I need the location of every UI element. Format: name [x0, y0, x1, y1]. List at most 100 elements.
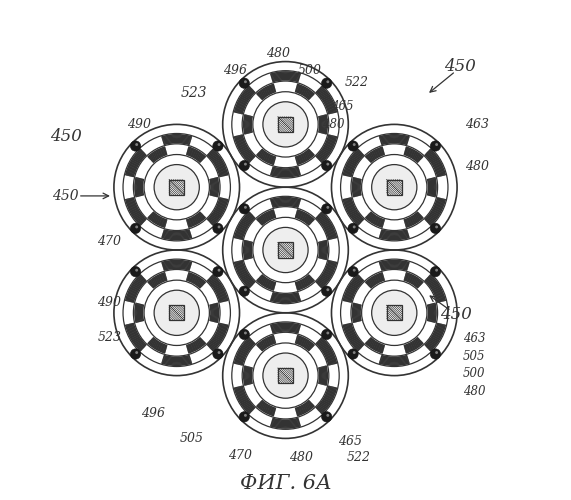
Text: 523: 523 — [180, 86, 207, 100]
Bar — [278, 368, 293, 383]
Bar — [387, 306, 402, 320]
Text: 496: 496 — [141, 408, 165, 420]
Circle shape — [218, 351, 220, 354]
Text: 480: 480 — [463, 385, 485, 398]
Text: ФИГ. 6А: ФИГ. 6А — [240, 474, 331, 494]
Circle shape — [244, 80, 247, 83]
Circle shape — [327, 80, 329, 83]
Circle shape — [435, 351, 438, 354]
Circle shape — [431, 349, 441, 359]
Text: 480: 480 — [465, 160, 489, 173]
Circle shape — [263, 353, 308, 398]
Circle shape — [327, 332, 329, 334]
Circle shape — [154, 290, 199, 336]
Text: 465: 465 — [338, 436, 362, 448]
Text: 505: 505 — [179, 432, 203, 445]
Text: 490: 490 — [127, 118, 151, 131]
Circle shape — [213, 266, 223, 277]
Circle shape — [353, 268, 356, 272]
Bar — [278, 117, 293, 132]
Text: 470: 470 — [97, 235, 121, 248]
Circle shape — [113, 124, 240, 251]
Circle shape — [244, 414, 247, 417]
Circle shape — [321, 412, 332, 422]
Circle shape — [135, 226, 138, 228]
Circle shape — [213, 223, 223, 234]
Circle shape — [222, 186, 349, 314]
Text: 500: 500 — [463, 368, 485, 380]
Circle shape — [372, 290, 417, 336]
Bar — [387, 180, 402, 194]
Text: 450: 450 — [440, 306, 472, 323]
Circle shape — [218, 143, 220, 146]
Text: 505: 505 — [463, 350, 485, 363]
Circle shape — [239, 412, 250, 422]
Circle shape — [113, 249, 240, 376]
Circle shape — [130, 349, 140, 359]
Bar — [278, 242, 293, 258]
Circle shape — [130, 266, 140, 277]
Text: 465: 465 — [331, 100, 353, 114]
Bar — [169, 306, 184, 320]
Circle shape — [348, 223, 358, 234]
Bar — [278, 368, 293, 383]
Circle shape — [431, 141, 441, 151]
Circle shape — [353, 226, 356, 228]
Circle shape — [222, 312, 349, 440]
Circle shape — [321, 160, 332, 170]
Circle shape — [321, 286, 332, 296]
Text: 463: 463 — [465, 118, 489, 131]
Bar — [387, 306, 402, 320]
Bar — [169, 306, 184, 320]
Text: 480: 480 — [267, 47, 291, 60]
Circle shape — [435, 143, 438, 146]
Circle shape — [239, 160, 250, 170]
Text: 500: 500 — [298, 64, 322, 77]
Text: 496: 496 — [223, 64, 247, 77]
Text: 450: 450 — [53, 189, 79, 203]
Text: 480: 480 — [322, 118, 345, 131]
Circle shape — [331, 249, 458, 376]
Text: 522: 522 — [345, 76, 369, 89]
Circle shape — [372, 164, 417, 210]
Circle shape — [218, 226, 220, 228]
Text: 470: 470 — [228, 450, 252, 462]
Circle shape — [244, 288, 247, 291]
Circle shape — [239, 330, 250, 340]
Circle shape — [331, 124, 458, 251]
Bar — [169, 180, 184, 194]
Text: 450: 450 — [444, 58, 476, 76]
Bar — [278, 117, 293, 132]
Circle shape — [353, 351, 356, 354]
Text: 522: 522 — [347, 451, 371, 464]
Circle shape — [348, 141, 358, 151]
Circle shape — [353, 143, 356, 146]
Circle shape — [222, 60, 349, 188]
Circle shape — [435, 268, 438, 272]
Circle shape — [431, 223, 441, 234]
Circle shape — [327, 206, 329, 209]
Circle shape — [130, 141, 140, 151]
Circle shape — [327, 162, 329, 166]
Circle shape — [348, 349, 358, 359]
Text: 463: 463 — [463, 332, 485, 345]
Bar — [169, 180, 184, 194]
Circle shape — [239, 286, 250, 296]
Text: 490: 490 — [97, 296, 121, 309]
Circle shape — [321, 78, 332, 88]
Circle shape — [348, 266, 358, 277]
Circle shape — [431, 266, 441, 277]
Circle shape — [213, 349, 223, 359]
Circle shape — [239, 204, 250, 214]
Circle shape — [244, 332, 247, 334]
Circle shape — [239, 78, 250, 88]
Text: 523: 523 — [97, 330, 121, 344]
Circle shape — [327, 414, 329, 417]
Circle shape — [435, 226, 438, 228]
Circle shape — [135, 268, 138, 272]
Circle shape — [135, 143, 138, 146]
Circle shape — [130, 223, 140, 234]
Circle shape — [263, 228, 308, 272]
Circle shape — [244, 206, 247, 209]
Bar — [278, 242, 293, 258]
